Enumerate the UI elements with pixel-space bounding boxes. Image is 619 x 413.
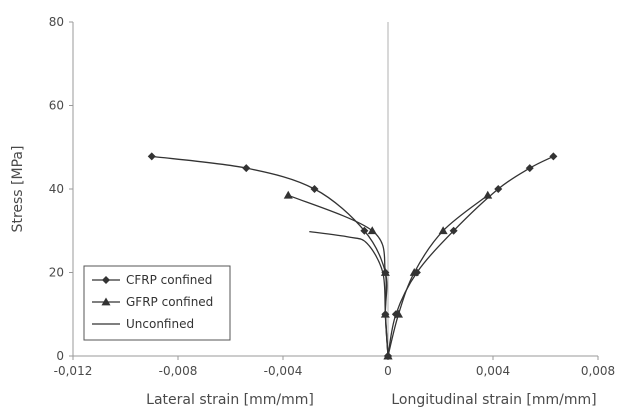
data-point-gfrp-confined (283, 190, 293, 199)
y-tick-label: 20 (49, 266, 64, 280)
ticks: 0 20 40 60 80 -0,012 -0,008 -0,004 0 0,004 0,008 (49, 15, 615, 378)
data-point-gfrp-confined (483, 190, 493, 199)
y-tick-label: 80 (49, 15, 64, 29)
data-point-cfrp-confined (242, 164, 251, 173)
data-point-cfrp-confined (449, 226, 458, 235)
data-point-cfrp-confined (549, 152, 558, 161)
x-tick-label: 0,008 (581, 364, 615, 378)
data-point-gfrp-confined (367, 226, 377, 235)
data-point-cfrp-confined (525, 164, 534, 173)
legend-item-cfrp-confined: CFRP confined (92, 273, 212, 287)
data-point-cfrp-confined (360, 226, 369, 235)
x-axis-title-lateral: Lateral strain [mm/mm] (146, 392, 314, 408)
x-tick-label: 0,004 (476, 364, 510, 378)
data-point-gfrp-confined (394, 309, 403, 318)
series-line-unconfined (309, 230, 389, 357)
x-tick-label: -0,004 (264, 364, 303, 378)
legend: CFRP confined GFRP confined Unconfined (83, 265, 231, 341)
series-unconfined (309, 230, 389, 357)
data-point-gfrp-confined (409, 268, 419, 276)
y-tick-label: 60 (49, 99, 64, 113)
data-point-cfrp-confined (494, 185, 503, 193)
series-layer (147, 152, 558, 360)
y-tick-label: 0 (56, 349, 64, 363)
legend-label-unconfined: Unconfined (126, 317, 194, 331)
legend-item-gfrp-confined: GFRP confined (92, 295, 213, 309)
x-tick-label: -0,012 (54, 364, 93, 378)
data-point-cfrp-confined (147, 152, 156, 161)
x-tick-label: 0 (384, 364, 392, 378)
data-point-gfrp-confined (438, 226, 448, 235)
legend-marker-gfrp-confined (101, 297, 111, 306)
data-point-cfrp-confined (310, 185, 319, 193)
x-axis-title-longitudinal: Longitudinal strain [mm/mm] (391, 392, 596, 408)
series-line-cfrp-confined (387, 155, 554, 357)
legend-marker-cfrp-confined (102, 276, 110, 284)
legend-label-gfrp-confined: GFRP confined (126, 295, 213, 309)
y-tick-label: 40 (49, 182, 64, 196)
legend-item-unconfined: Unconfined (92, 317, 194, 331)
series-line-gfrp-confined (288, 194, 389, 357)
series-line-gfrp-confined (387, 194, 489, 357)
y-axis-title: Stress [MPa] (10, 146, 26, 233)
x-tick-label: -0,008 (159, 364, 198, 378)
legend-label-cfrp-confined: CFRP confined (126, 273, 212, 287)
